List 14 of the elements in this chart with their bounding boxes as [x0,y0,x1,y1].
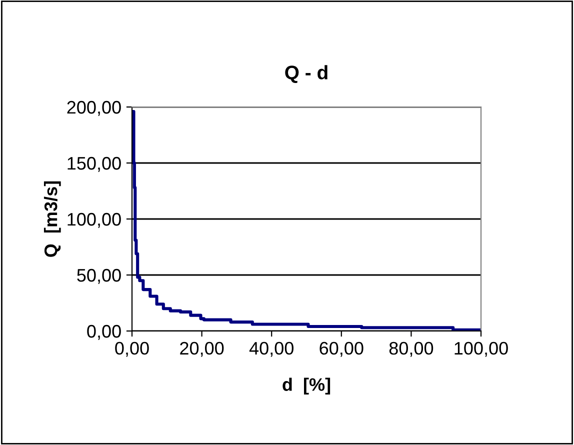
y-tick-label: 150,00 [68,156,121,172]
x-tick-label: 0,00 [115,342,149,357]
x-axis-title: d [%] [282,378,330,395]
x-tick-label: 100,00 [454,342,508,357]
y-tick-label: 50,00 [77,268,121,284]
x-tick-label: 80,00 [389,342,434,357]
y-tick-label: 200,00 [67,100,121,116]
y-tick-label: 0,00 [87,324,121,340]
y-tick-label: 100,00 [68,212,121,228]
x-tick-label: 20,00 [180,342,224,357]
chart-title: Q - d [285,65,328,84]
x-tick-label: 60,00 [320,342,364,357]
y-axis-title: Q [m3/s] [44,181,61,257]
x-tick-label: 40,00 [249,342,294,357]
